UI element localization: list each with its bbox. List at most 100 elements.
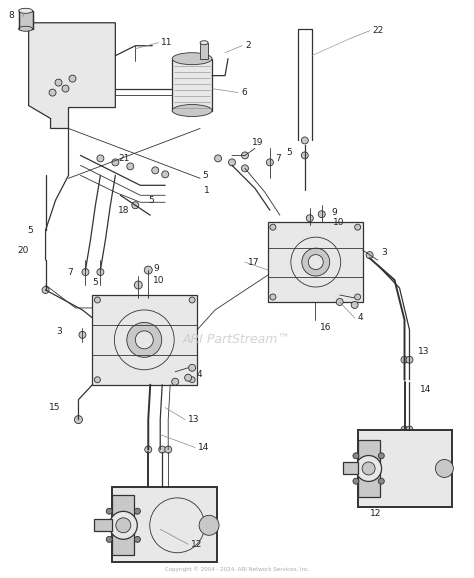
Circle shape [401, 426, 408, 433]
Circle shape [318, 211, 325, 218]
Text: 19: 19 [252, 138, 264, 147]
Ellipse shape [116, 518, 131, 533]
Text: 14: 14 [198, 443, 210, 452]
Circle shape [112, 159, 119, 166]
Circle shape [189, 364, 196, 371]
Bar [358, 429, 452, 507]
Circle shape [135, 508, 140, 514]
Ellipse shape [18, 26, 33, 31]
Ellipse shape [127, 323, 162, 357]
Circle shape [228, 159, 236, 166]
Circle shape [145, 446, 152, 453]
Text: 1: 1 [204, 186, 210, 195]
Circle shape [189, 377, 195, 383]
Ellipse shape [362, 462, 375, 475]
Circle shape [355, 224, 361, 230]
Ellipse shape [172, 53, 212, 65]
Circle shape [189, 297, 195, 303]
Circle shape [164, 446, 172, 453]
Circle shape [82, 269, 89, 276]
Text: 11: 11 [161, 38, 173, 47]
Text: 4: 4 [358, 313, 363, 323]
Text: 9: 9 [153, 264, 159, 273]
Circle shape [97, 155, 104, 162]
Circle shape [241, 152, 248, 159]
Circle shape [185, 374, 191, 381]
Ellipse shape [199, 516, 219, 535]
Circle shape [94, 377, 100, 383]
Bar [112, 495, 134, 555]
Circle shape [353, 453, 359, 459]
Text: 10: 10 [333, 218, 344, 227]
Circle shape [134, 281, 142, 289]
Text: 18: 18 [118, 206, 130, 215]
Text: 16: 16 [320, 323, 331, 332]
Text: 5: 5 [202, 171, 208, 180]
Ellipse shape [356, 455, 382, 481]
Text: 20: 20 [17, 246, 28, 255]
Text: ARI PartStream™: ARI PartStream™ [183, 334, 291, 346]
Text: 2: 2 [245, 41, 251, 50]
Ellipse shape [436, 460, 453, 477]
Circle shape [336, 298, 343, 305]
Circle shape [55, 79, 62, 86]
Bar [343, 462, 358, 475]
Circle shape [94, 297, 100, 303]
Bar [94, 519, 112, 531]
Text: 5: 5 [27, 225, 33, 235]
Bar [18, 11, 33, 29]
Text: 3: 3 [57, 327, 63, 336]
Text: 12: 12 [191, 540, 202, 549]
Circle shape [270, 294, 276, 300]
Circle shape [401, 356, 408, 364]
Circle shape [270, 224, 276, 230]
Text: 10: 10 [153, 276, 165, 284]
Circle shape [355, 294, 361, 300]
Text: 9: 9 [332, 208, 337, 217]
Circle shape [62, 85, 69, 92]
Circle shape [49, 89, 56, 96]
Circle shape [378, 453, 384, 459]
Circle shape [301, 152, 308, 159]
Circle shape [215, 155, 221, 162]
Circle shape [97, 269, 104, 276]
Bar [358, 439, 380, 498]
Circle shape [74, 416, 82, 424]
Text: 5: 5 [92, 277, 99, 287]
Circle shape [42, 287, 49, 294]
Bar [172, 59, 212, 110]
Circle shape [69, 75, 76, 82]
Ellipse shape [302, 248, 330, 276]
Circle shape [378, 478, 384, 484]
Bar [268, 222, 363, 302]
Ellipse shape [135, 331, 153, 349]
Circle shape [241, 165, 248, 172]
Ellipse shape [18, 8, 33, 13]
Circle shape [152, 167, 159, 174]
Text: 15: 15 [49, 403, 61, 412]
Bar [200, 43, 208, 59]
Circle shape [135, 536, 140, 542]
Text: 5: 5 [148, 196, 154, 205]
Circle shape [366, 251, 373, 258]
Circle shape [159, 446, 166, 453]
Circle shape [301, 137, 308, 144]
Circle shape [162, 171, 169, 178]
Bar [112, 487, 217, 562]
Text: 6: 6 [241, 88, 247, 97]
Text: 13: 13 [188, 415, 200, 424]
Circle shape [106, 508, 112, 514]
Circle shape [306, 214, 313, 222]
Circle shape [406, 426, 413, 433]
Text: 21: 21 [118, 154, 130, 163]
Ellipse shape [200, 40, 208, 45]
Ellipse shape [109, 512, 137, 539]
Text: 7: 7 [67, 268, 73, 276]
Bar [92, 295, 197, 385]
Circle shape [106, 536, 112, 542]
Circle shape [79, 331, 86, 338]
Text: 4: 4 [196, 370, 202, 379]
Circle shape [127, 163, 134, 170]
Text: 8: 8 [9, 12, 14, 20]
Circle shape [351, 302, 358, 309]
